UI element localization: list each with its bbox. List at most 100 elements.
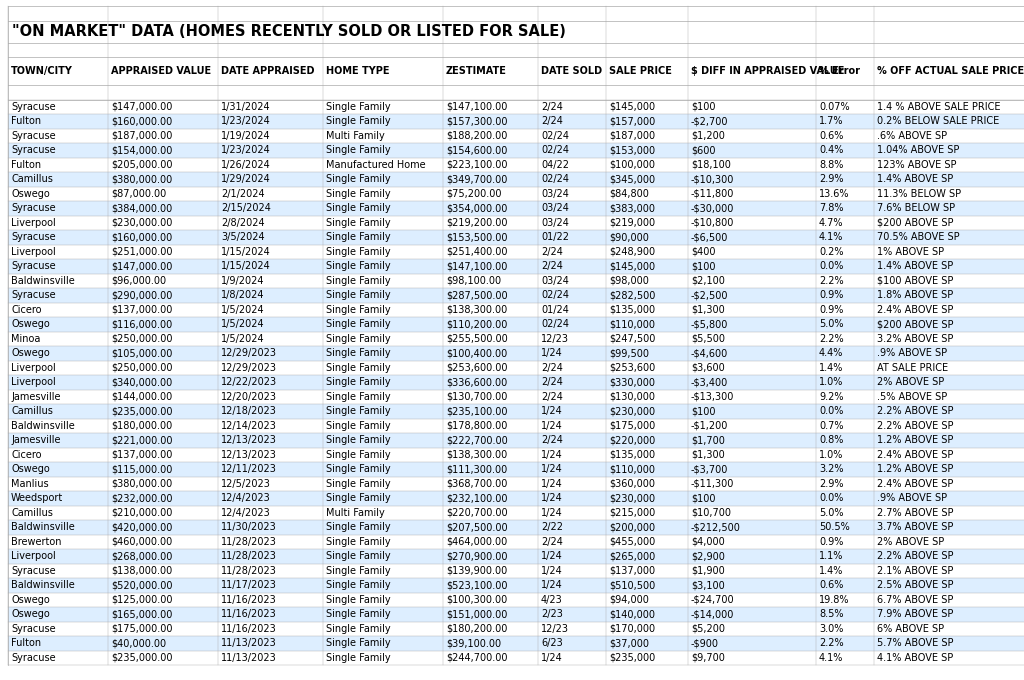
Text: DATE APPRAISED: DATE APPRAISED: [221, 66, 314, 76]
Text: 5.0%: 5.0%: [819, 319, 844, 329]
Text: 04/22: 04/22: [541, 160, 569, 170]
Text: $160,000.00: $160,000.00: [111, 116, 172, 126]
Bar: [8, 216, 1024, 230]
Text: $130,700.00: $130,700.00: [446, 392, 507, 402]
Text: Weedsport: Weedsport: [11, 493, 63, 503]
Text: $219,000: $219,000: [609, 218, 655, 228]
Text: 1/31/2024: 1/31/2024: [221, 102, 270, 112]
Text: $235,000.00: $235,000.00: [111, 406, 172, 416]
Text: Baldwinsville: Baldwinsville: [11, 276, 75, 286]
Text: -$900: -$900: [691, 639, 719, 648]
Text: 1/24: 1/24: [541, 421, 563, 430]
Text: $100,400.00: $100,400.00: [446, 348, 507, 358]
Text: Single Family: Single Family: [326, 406, 390, 416]
Text: 2/24: 2/24: [541, 435, 563, 445]
Text: 9.2%: 9.2%: [819, 392, 844, 402]
Text: 1.2% ABOVE SP: 1.2% ABOVE SP: [877, 435, 953, 445]
Text: 1.0%: 1.0%: [819, 377, 844, 387]
Text: 11/16/2023: 11/16/2023: [221, 595, 276, 605]
Text: 2.9%: 2.9%: [819, 479, 844, 489]
Text: $223,100.00: $223,100.00: [446, 160, 508, 170]
Text: 2.2%: 2.2%: [819, 334, 844, 344]
Text: $3,600: $3,600: [691, 362, 725, 373]
Text: $9,700: $9,700: [691, 653, 725, 663]
Text: Single Family: Single Family: [326, 189, 390, 199]
Text: $200 ABOVE SP: $200 ABOVE SP: [877, 319, 953, 329]
Text: 03/24: 03/24: [541, 203, 569, 214]
Text: -$13,300: -$13,300: [691, 392, 734, 402]
Text: $205,000.00: $205,000.00: [111, 160, 172, 170]
Text: 03/24: 03/24: [541, 218, 569, 228]
Text: $510,500: $510,500: [609, 580, 655, 590]
Text: Liverpool: Liverpool: [11, 377, 55, 387]
Bar: [8, 433, 1024, 447]
Text: Fulton: Fulton: [11, 116, 41, 126]
Text: $18,100: $18,100: [691, 160, 731, 170]
Text: 8.8%: 8.8%: [819, 160, 844, 170]
Text: $230,000: $230,000: [609, 406, 655, 416]
Text: $230,000: $230,000: [609, 493, 655, 503]
Bar: [8, 230, 1024, 245]
Bar: [8, 607, 1024, 622]
Text: 12/14/2023: 12/14/2023: [221, 421, 276, 430]
Text: Single Family: Single Family: [326, 493, 390, 503]
Text: -$212,500: -$212,500: [691, 522, 741, 532]
Text: 1/24: 1/24: [541, 348, 563, 358]
Text: 2.2%: 2.2%: [819, 639, 844, 648]
Text: $90,000: $90,000: [609, 233, 649, 242]
Text: -$11,800: -$11,800: [691, 189, 734, 199]
Text: 7.6% BELOW SP: 7.6% BELOW SP: [877, 203, 955, 214]
Text: Camillus: Camillus: [11, 406, 53, 416]
Text: Oswego: Oswego: [11, 595, 50, 605]
Text: $247,500: $247,500: [609, 334, 655, 344]
Text: $1,300: $1,300: [691, 305, 725, 315]
Bar: [8, 447, 1024, 462]
Bar: [8, 114, 1024, 129]
Text: HOME TYPE: HOME TYPE: [326, 66, 389, 76]
Text: 01/22: 01/22: [541, 233, 569, 242]
Text: $336,600.00: $336,600.00: [446, 377, 507, 387]
Text: $3,100: $3,100: [691, 580, 725, 590]
Text: Multi Family: Multi Family: [326, 131, 385, 141]
Text: $ DIFF IN APPRAISED VALUE: $ DIFF IN APPRAISED VALUE: [691, 66, 845, 76]
Bar: [8, 57, 1024, 85]
Text: 11/16/2023: 11/16/2023: [221, 624, 276, 634]
Text: $235,000.00: $235,000.00: [111, 653, 172, 663]
Text: $232,100.00: $232,100.00: [446, 493, 508, 503]
Text: 1/24: 1/24: [541, 449, 563, 460]
Text: $265,000: $265,000: [609, 551, 655, 561]
Text: 4.1%: 4.1%: [819, 653, 844, 663]
Text: $138,300.00: $138,300.00: [446, 449, 507, 460]
Text: 2.1% ABOVE SP: 2.1% ABOVE SP: [877, 566, 953, 576]
Text: Single Family: Single Family: [326, 362, 390, 373]
Bar: [8, 375, 1024, 390]
Text: Manlius: Manlius: [11, 479, 48, 489]
Text: $244,700.00: $244,700.00: [446, 653, 508, 663]
Text: $154,000.00: $154,000.00: [111, 146, 172, 155]
Text: 0.7%: 0.7%: [819, 421, 844, 430]
Text: 2/24: 2/24: [541, 392, 563, 402]
Text: Syracuse: Syracuse: [11, 102, 55, 112]
Text: $250,000.00: $250,000.00: [111, 362, 172, 373]
Text: $520,000.00: $520,000.00: [111, 580, 172, 590]
Bar: [8, 99, 1024, 114]
Text: 1/24: 1/24: [541, 479, 563, 489]
Text: DATE SOLD: DATE SOLD: [541, 66, 602, 76]
Text: 3.2% ABOVE SP: 3.2% ABOVE SP: [877, 334, 953, 344]
Text: 1/24: 1/24: [541, 566, 563, 576]
Text: 12/4/2023: 12/4/2023: [221, 508, 270, 517]
Text: Liverpool: Liverpool: [11, 218, 55, 228]
Text: $98,100.00: $98,100.00: [446, 276, 501, 286]
Text: $215,000: $215,000: [609, 508, 655, 517]
Text: 3.2%: 3.2%: [819, 464, 844, 474]
Text: 2/1/2024: 2/1/2024: [221, 189, 264, 199]
Text: 6% ABOVE SP: 6% ABOVE SP: [877, 624, 944, 634]
Text: -$30,000: -$30,000: [691, 203, 734, 214]
Text: % OFF ACTUAL SALE PRICE: % OFF ACTUAL SALE PRICE: [877, 66, 1024, 76]
Text: 1.4% ABOVE SP: 1.4% ABOVE SP: [877, 174, 953, 184]
Text: $200,000: $200,000: [609, 522, 655, 532]
Text: $282,500: $282,500: [609, 290, 655, 301]
Text: Single Family: Single Family: [326, 551, 390, 561]
Text: 50.5%: 50.5%: [819, 522, 850, 532]
Text: 1% ABOVE SP: 1% ABOVE SP: [877, 247, 944, 257]
